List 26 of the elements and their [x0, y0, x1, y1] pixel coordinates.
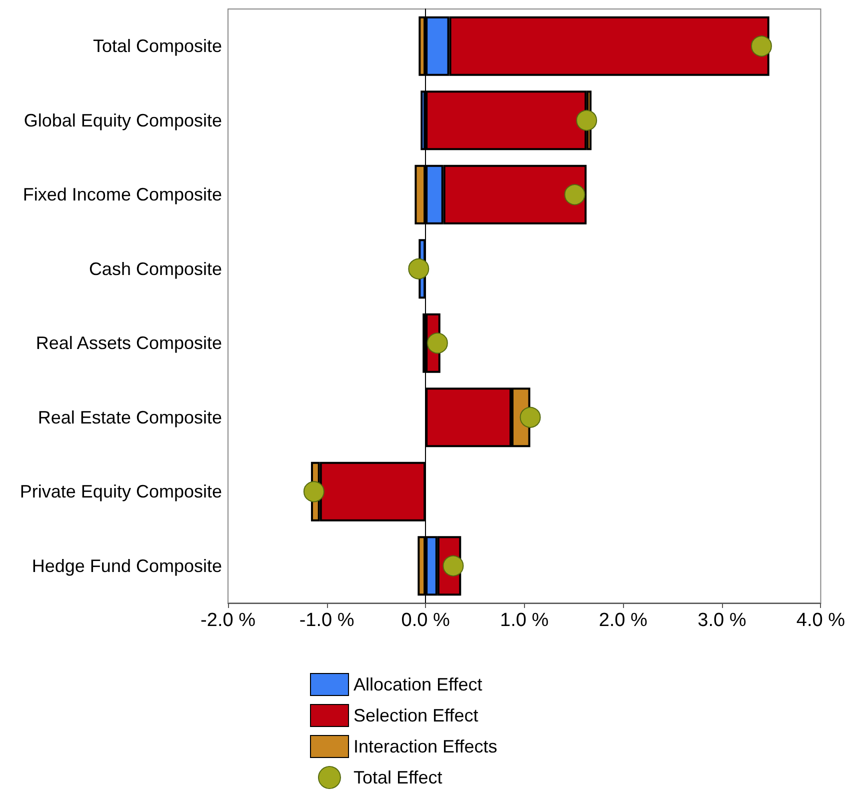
legend-label: Interaction Effects: [354, 736, 498, 756]
y-tick-label: Real Estate Composite: [38, 407, 222, 428]
legend-label: Selection Effect: [354, 706, 478, 726]
y-tick-label: Real Assets Composite: [36, 333, 222, 354]
x-tick-label: -1.0 %: [299, 610, 354, 631]
y-tick-label: Global Equity Composite: [24, 110, 222, 130]
x-tick-label: 2.0 %: [598, 610, 648, 631]
y-tick-label: Private Equity Composite: [20, 482, 222, 502]
legend-label: Total Effect: [354, 768, 442, 788]
x-tick-label: 3.0 %: [698, 610, 746, 631]
point: [750, 36, 772, 57]
x-tick-label: 4.0 %: [796, 610, 846, 631]
point: [426, 332, 448, 354]
point: [408, 258, 430, 280]
x-tick-label: 0.0 %: [401, 610, 450, 631]
y-tick-label: Cash Composite: [88, 258, 222, 279]
point: [576, 110, 598, 131]
point: [303, 481, 324, 502]
y-tick-label: Fixed Income Composite: [22, 184, 222, 205]
x-tick-label: 1.0 %: [500, 610, 549, 631]
y-tick-label: Hedge Fund Composite: [32, 556, 222, 576]
point: [520, 406, 541, 428]
point: [564, 184, 586, 206]
legend-label: Allocation Effect: [354, 674, 482, 694]
x-tick-label: -2.0 %: [200, 610, 256, 631]
y-tick-label: Total Composite: [92, 36, 222, 56]
